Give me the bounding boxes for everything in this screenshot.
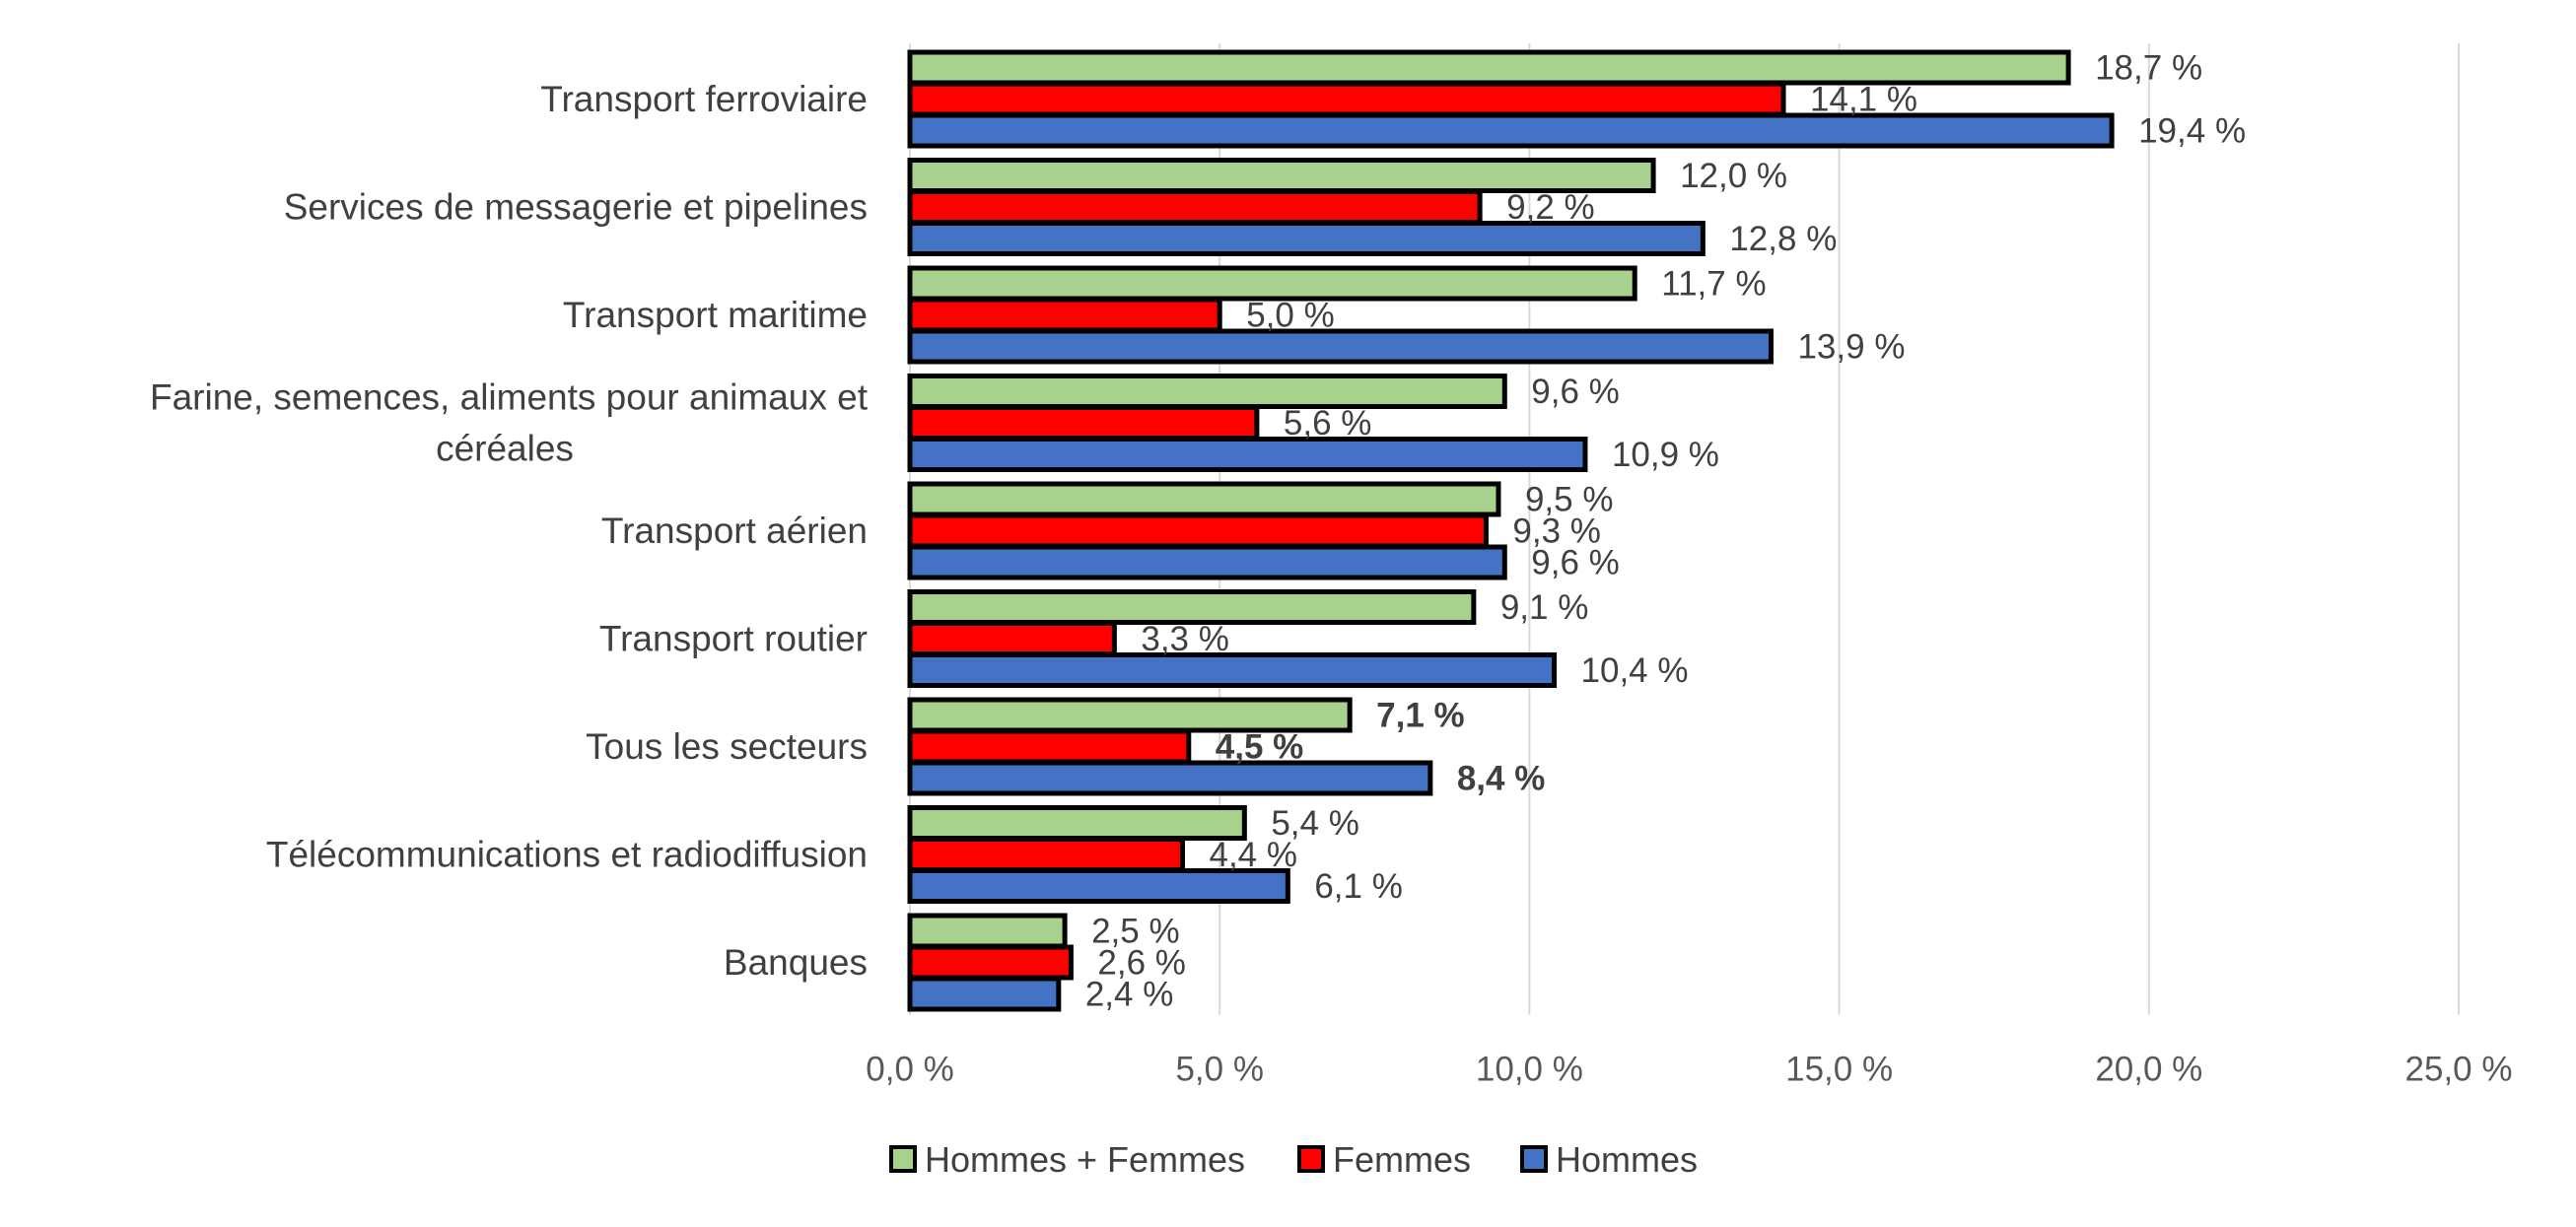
bar-hommes	[907, 652, 1558, 688]
legend-total: Hommes + Femmes	[889, 1139, 1245, 1180]
x-tick-labels: 0,0 % 5,0 % 10,0 % 15,0 % 20,0 % 25,0 %	[866, 1051, 2512, 1089]
bar-femmes	[907, 405, 1260, 441]
bar-hommes	[907, 328, 1774, 365]
data-label: 8,4 %	[1457, 760, 1546, 798]
legend: Hommes + Femmes Femmes Hommes	[889, 1139, 1698, 1180]
bar-femmes	[907, 944, 1074, 981]
value-labels: 18,7 % 14,1 % 19,4 % 12,0 % 9,2 % 12,8 % 11,7 …	[1085, 49, 2246, 1014]
legend-swatch	[1520, 1145, 1548, 1173]
x-tick-label: 15,0 %	[1785, 1051, 1893, 1089]
data-label: 9,2 %	[1506, 188, 1595, 227]
data-label: 12,8 %	[1729, 220, 1837, 258]
bar-femmes	[907, 512, 1489, 549]
data-label: 2,5 %	[1091, 913, 1180, 951]
data-label: 2,6 %	[1097, 944, 1186, 983]
bar-hommes	[907, 976, 1062, 1012]
legend-swatch	[889, 1145, 917, 1173]
bar-hommes	[907, 437, 1588, 472]
category-label: Services de messagerie et pipelines	[284, 186, 868, 227]
bar-femmes	[907, 189, 1483, 225]
x-tick-label: 10,0 %	[1476, 1051, 1583, 1089]
bar-total	[907, 481, 1501, 517]
x-tick-label: 5,0 %	[1175, 1051, 1264, 1089]
data-label: 6,1 %	[1314, 867, 1403, 906]
data-label: 9,6 %	[1531, 544, 1620, 582]
data-label: 4,4 %	[1209, 836, 1297, 874]
bar-total	[907, 374, 1507, 409]
legend-label: Femmes	[1333, 1139, 1471, 1180]
bar-femmes	[907, 621, 1117, 656]
legend-label: Hommes	[1556, 1139, 1698, 1180]
data-label: 13,9 %	[1797, 328, 1905, 367]
category-label: Tous les secteurs	[586, 726, 868, 767]
x-tick-label: 25,0 %	[2405, 1051, 2513, 1089]
bar-total	[907, 697, 1353, 733]
data-label: 9,5 %	[1525, 481, 1614, 519]
data-label: 5,0 %	[1246, 297, 1335, 335]
category-label: Banques	[724, 942, 868, 983]
bar-femmes	[907, 837, 1185, 872]
bar-femmes	[907, 297, 1222, 333]
category-label: céréales	[436, 428, 574, 468]
data-label: 19,4 %	[2138, 112, 2246, 151]
category-label: Transport ferroviaire	[540, 79, 868, 119]
bar-total	[907, 49, 2071, 86]
bar-total	[907, 805, 1247, 841]
legend-label: Hommes + Femmes	[925, 1139, 1245, 1180]
legend-swatch	[1297, 1145, 1325, 1173]
category-label: Transport aérien	[601, 511, 868, 551]
data-label: 14,1 %	[1810, 81, 1917, 119]
category-label: Transport routier	[599, 618, 868, 658]
data-label: 10,9 %	[1612, 436, 1719, 474]
bars	[907, 49, 2115, 1012]
data-label: 12,0 %	[1680, 157, 1787, 195]
data-label: 10,4 %	[1581, 651, 1689, 690]
data-label: 4,5 %	[1216, 728, 1304, 767]
bar-hommes	[907, 544, 1507, 580]
category-labels: Transport ferroviaire Services de message…	[150, 79, 869, 983]
category-label: Télécommunications et radiodiffusion	[266, 834, 868, 874]
x-tick-label: 20,0 %	[2095, 1051, 2202, 1089]
bar-hommes	[907, 112, 2115, 149]
category-label: Farine, semences, aliments pour animaux …	[150, 376, 869, 417]
x-tick-label: 0,0 %	[866, 1051, 954, 1089]
data-label: 5,6 %	[1284, 404, 1372, 443]
data-label: 7,1 %	[1376, 697, 1465, 735]
data-label: 11,7 %	[1661, 265, 1766, 304]
legend-hommes: Hommes	[1520, 1139, 1698, 1180]
bar-hommes	[907, 221, 1706, 256]
data-label: 9,3 %	[1512, 512, 1601, 551]
bar-femmes	[907, 728, 1192, 765]
bar-total	[907, 265, 1637, 302]
bar-hommes	[907, 868, 1290, 904]
data-label: 18,7 %	[2095, 49, 2202, 88]
data-label: 2,4 %	[1085, 976, 1174, 1014]
data-label: 9,6 %	[1531, 373, 1620, 411]
category-label: Transport maritime	[563, 295, 868, 335]
data-label: 3,3 %	[1141, 620, 1229, 658]
bar-total	[907, 913, 1068, 949]
bar-femmes	[907, 81, 1786, 117]
legend-femmes: Femmes	[1297, 1139, 1471, 1180]
bar-hommes	[907, 760, 1433, 796]
data-label: 9,1 %	[1500, 588, 1589, 627]
bar-total	[907, 589, 1477, 625]
data-label: 5,4 %	[1271, 804, 1359, 843]
bar-total	[907, 158, 1656, 193]
